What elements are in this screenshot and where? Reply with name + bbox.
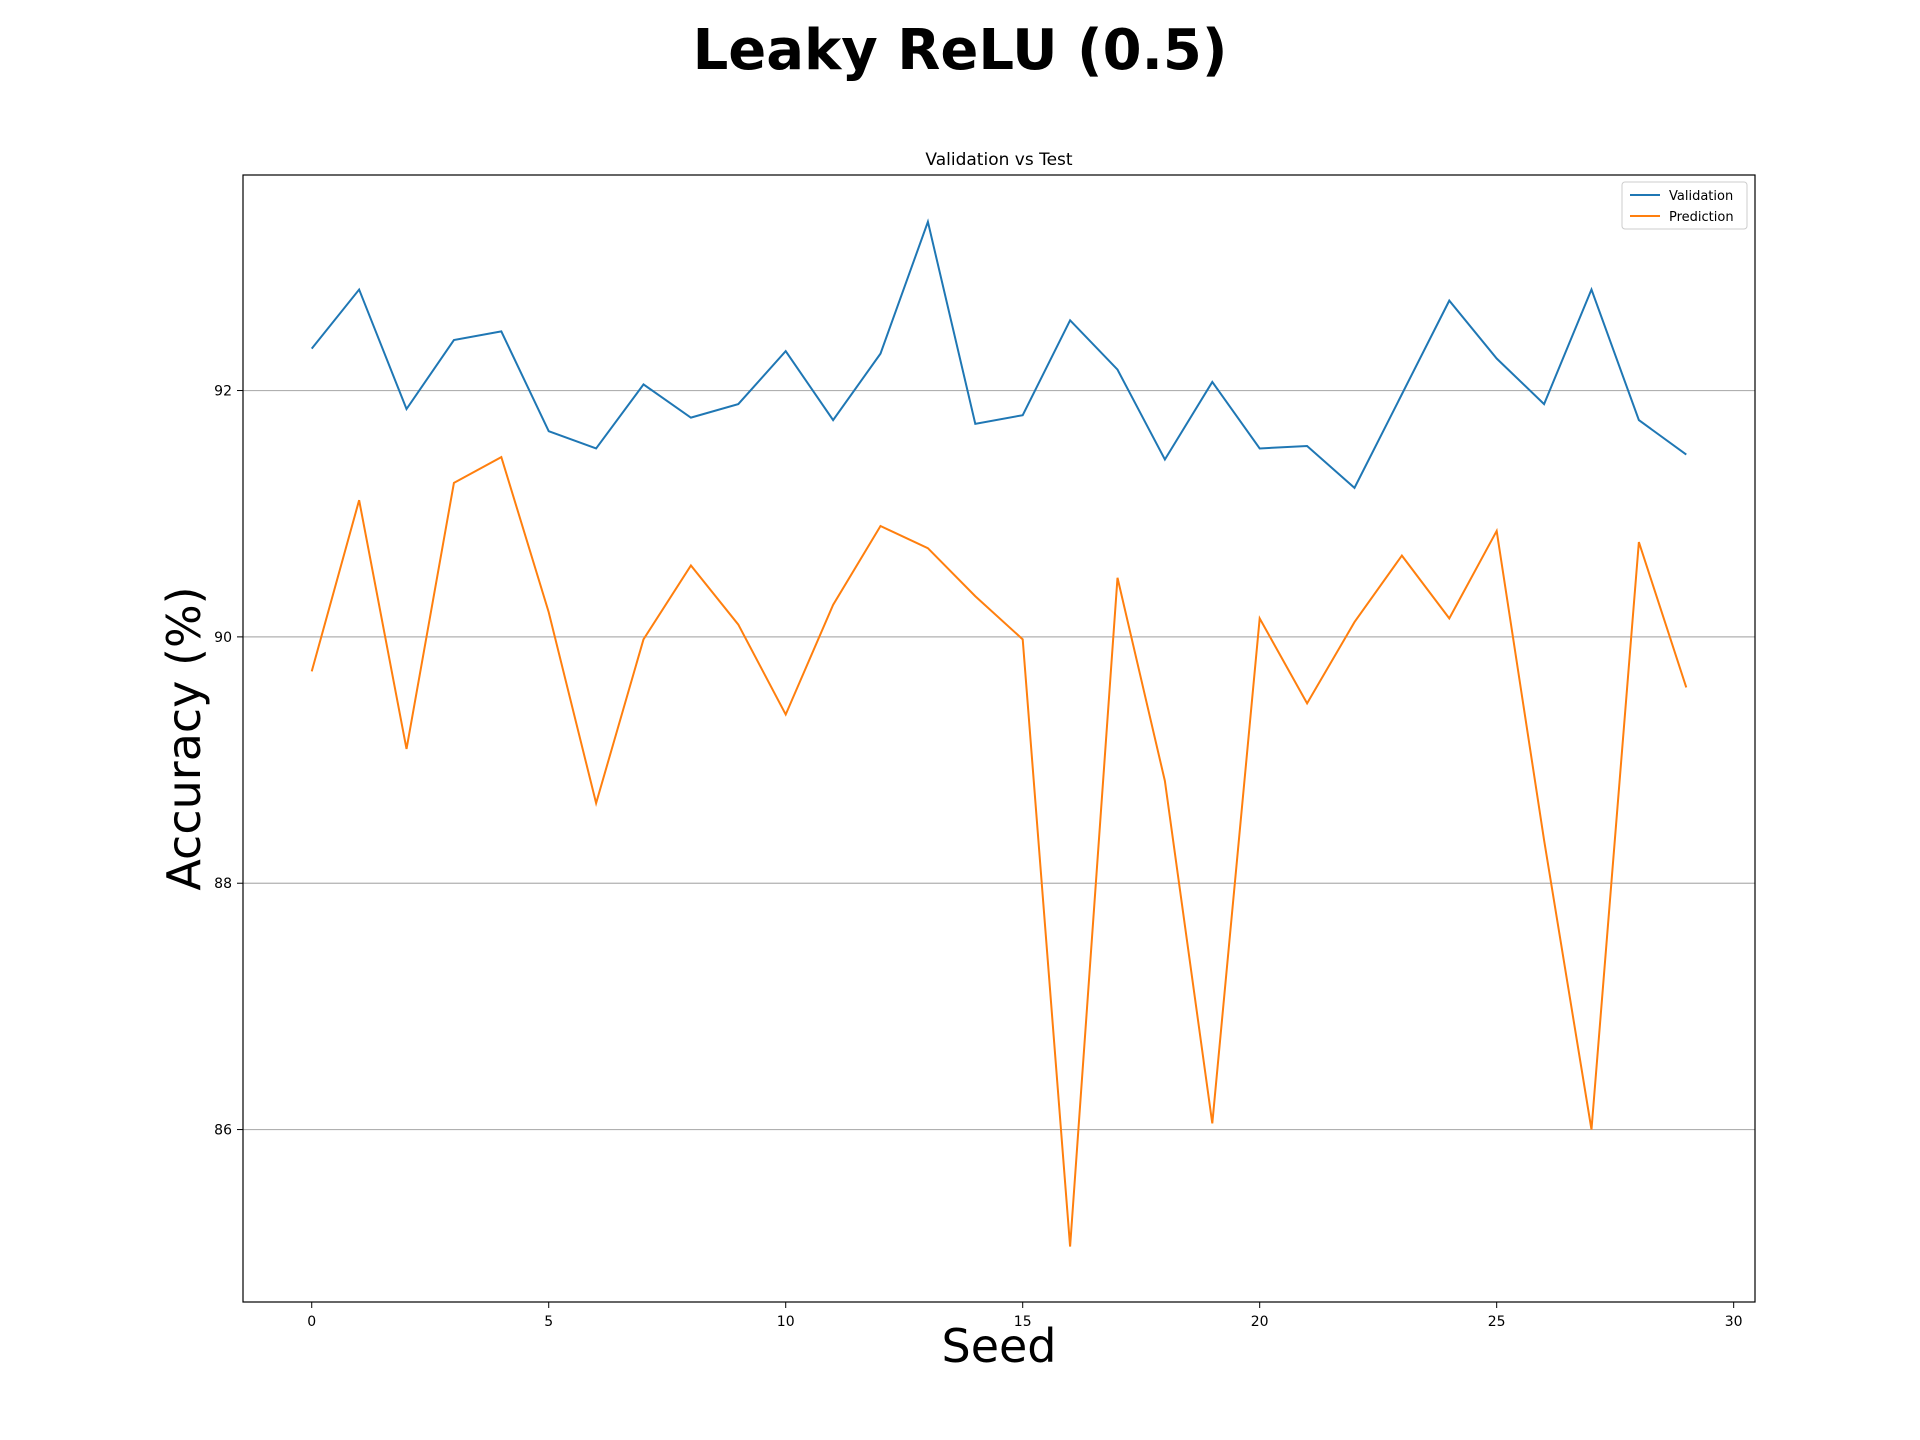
series-line-prediction <box>310 455 1688 1247</box>
x-tick-label: 25 <box>1488 1314 1506 1330</box>
x-tick-label: 10 <box>777 1314 795 1330</box>
series-line-validation <box>310 218 1687 490</box>
x-tick-label: 5 <box>544 1314 553 1330</box>
gridlines <box>243 389 1755 1131</box>
axis-ticks: 86 88 90 92 0 5 10 15 20 25 30 <box>214 384 1742 1330</box>
y-tick-label: 92 <box>214 384 232 400</box>
axes-title: Validation vs Test <box>925 150 1072 170</box>
legend-label: Validation <box>1669 189 1733 204</box>
y-tick-label: 88 <box>214 876 232 892</box>
x-axis-label: Seed <box>942 1319 1057 1373</box>
y-axis-label: Accuracy (%) <box>157 586 211 890</box>
plot-frame <box>242 174 1756 1303</box>
x-tick-label: 20 <box>1251 1314 1269 1330</box>
y-tick-label: 90 <box>214 630 232 646</box>
x-tick-label: 30 <box>1725 1314 1743 1330</box>
legend: Validation Prediction <box>1621 181 1748 230</box>
y-tick-label: 86 <box>214 1123 232 1139</box>
series-lines <box>310 218 1688 1247</box>
legend-box <box>1621 181 1748 230</box>
figure-title: Leaky ReLU (0.5) <box>692 18 1228 83</box>
legend-label: Prediction <box>1669 210 1734 225</box>
x-tick-label: 0 <box>307 1314 316 1330</box>
x-tick-label: 15 <box>1014 1314 1032 1330</box>
